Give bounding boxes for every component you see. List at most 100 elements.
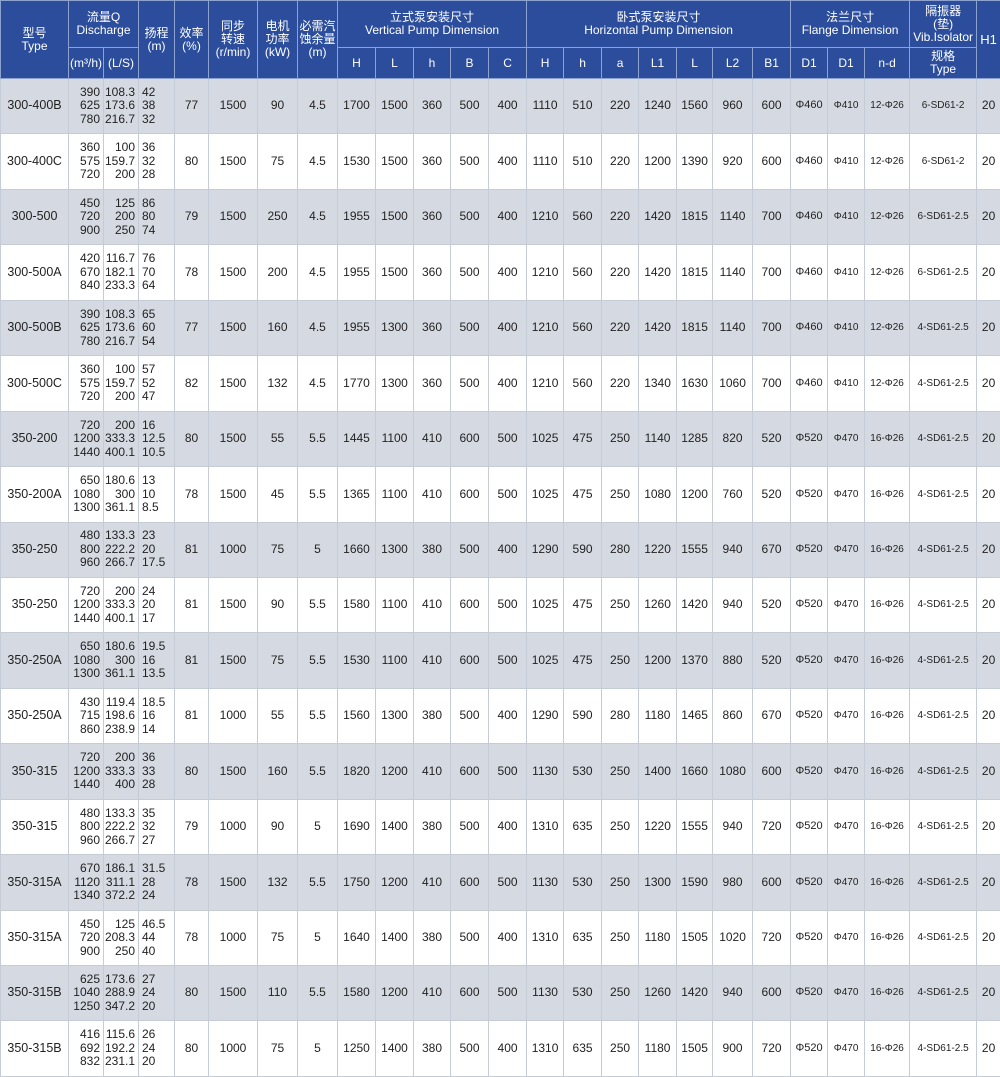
cell-line: 100 [104,141,135,155]
table-cell: 1340 [639,356,677,411]
table-cell: Φ470 [828,411,865,466]
table-cell: 1420 [677,966,713,1021]
table-cell: 1955 [338,245,376,300]
table-cell: 1140 [713,300,753,355]
table-cell: 12-Φ26 [865,300,910,355]
table-cell: Φ470 [828,799,865,854]
cell-line: 200 [104,751,135,765]
cell-line: 400.1 [104,612,135,626]
table-cell: 1500 [376,245,414,300]
cell-line: 24 [142,1042,174,1056]
table-cell: 475 [564,467,602,522]
table-cell: 81 [175,577,209,632]
table-cell: 1560 [338,688,376,743]
cell-line: 1300 [69,667,100,681]
table-cell: 20 [977,411,1000,466]
header-cell: 同步转速(r/min) [209,1,258,79]
cell-line: 57 [142,363,174,377]
table-cell: 4.5 [298,79,338,134]
cell-line: (m) [139,40,174,53]
header-cell: 效率(%) [175,1,209,79]
table-cell: 1955 [338,300,376,355]
table-cell: 16-Φ26 [865,799,910,854]
cell-line: 16 [142,654,174,668]
cell-line: 625 [69,321,100,335]
table-cell: 132 [258,356,298,411]
cell-line: 720 [69,419,100,433]
table-cell: 4.5 [298,300,338,355]
cell-line: 1300 [69,501,100,515]
table-cell: Φ460 [791,356,828,411]
table-cell: 12-Φ26 [865,189,910,244]
table-cell: 20 [977,189,1000,244]
cell-line: 27 [142,834,174,848]
table-cell: 1660 [338,522,376,577]
table-cell: Φ410 [828,134,865,189]
table-cell: Φ470 [828,744,865,799]
table-cell: 4-SD61-2.5 [910,577,977,632]
table-cell: 530 [564,966,602,1021]
cell-line: 12.5 [142,432,174,446]
cell-line: 715 [69,709,100,723]
cell-line: 182.1 [104,266,135,280]
table-cell: Φ470 [828,688,865,743]
table-cell: 1180 [639,1021,677,1076]
table-cell: 1025 [527,467,564,522]
table-cell: 1130 [527,744,564,799]
table-cell: 350-250A [1,633,69,688]
table-cell: 500 [489,633,527,688]
table-cell: 1400 [639,744,677,799]
cell-line: 23 [142,529,174,543]
table-cell: 1290 [527,522,564,577]
table-cell: Φ410 [828,245,865,300]
table-cell: 16-Φ26 [865,577,910,632]
table-cell: 600 [753,855,791,910]
table-cell: 20 [977,467,1000,522]
table-cell: 1500 [209,633,258,688]
table-cell: 1420 [639,245,677,300]
cell-line: 13 [142,474,174,488]
cell-line: 173.6 [104,99,135,113]
header-cell: 电机功率(kW) [258,1,298,79]
cell-line: 670 [69,266,100,280]
table-cell: 410 [414,966,451,1021]
table-cell: 20 [977,966,1000,1021]
table-cell: 600 [451,855,489,910]
header-cell: H [338,48,376,79]
table-cell: 1025 [527,577,564,632]
table-cell: 1200 [376,966,414,1021]
cell-line: 625 [69,973,100,987]
table-cell: 700 [753,189,791,244]
cell-line: 266.7 [104,556,135,570]
table-cell: 410 [414,577,451,632]
table-cell: 1210 [527,245,564,300]
cell-line: 400.1 [104,446,135,460]
cell-line: 18.5 [142,696,174,710]
cell-line: 720 [69,751,100,765]
table-cell: 500 [451,799,489,854]
cell-line: 54 [142,335,174,349]
table-cell: 1560 [677,79,713,134]
cell-line: 390 [69,86,100,100]
table-cell: 1200 [376,744,414,799]
table-cell: 4-SD61-2.5 [910,910,977,965]
table-cell: Φ470 [828,1021,865,1076]
cell-line: 46.5 [142,918,174,932]
cell-line: 238.9 [104,723,135,737]
table-cell: 6-SD61-2 [910,134,977,189]
